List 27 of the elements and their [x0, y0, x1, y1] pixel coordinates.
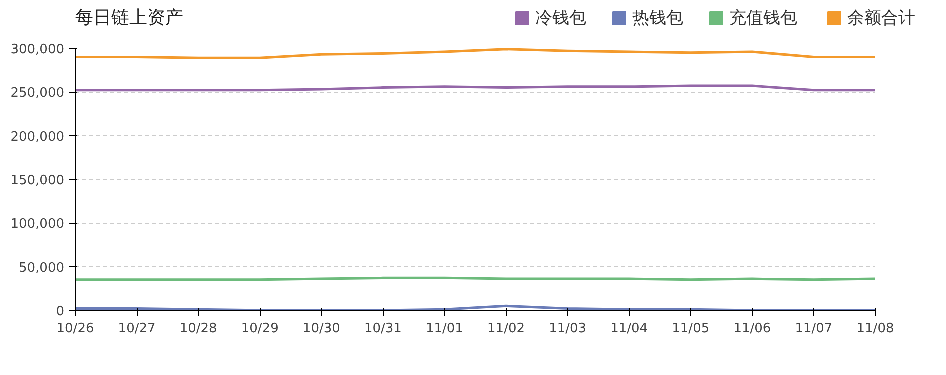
line-series: [76, 48, 876, 60]
x-tick-label: 10/26: [56, 322, 94, 336]
y-tick-label: 250,000: [10, 86, 65, 102]
x-tick-label: 11/03: [549, 322, 587, 336]
y-tick-label: 100,000: [10, 217, 65, 232]
chart-title: 每日链上资产: [76, 8, 184, 28]
x-tick-label: 11/08: [856, 322, 894, 336]
x-tick-label: 10/27: [118, 322, 156, 336]
legend-label: 充值钱包: [730, 8, 798, 28]
y-tick-label: 150,000: [10, 174, 65, 188]
legend-label: 余额合计: [848, 8, 916, 28]
legend-label: 冷钱包: [536, 8, 586, 28]
x-tick-label: 11/04: [610, 322, 648, 336]
y-tick-label: 0: [56, 304, 65, 320]
x-tick-label: 11/06: [734, 322, 772, 336]
x-tick-label: 11/07: [795, 322, 833, 336]
x-tick-label: 11/01: [426, 322, 464, 336]
x-tick-label: 10/28: [180, 322, 218, 336]
y-tick-label: 200,000: [10, 130, 65, 145]
x-tick-label: 10/30: [302, 322, 340, 336]
x-tick-label: 11/05: [672, 322, 710, 336]
x-tick-label: 10/29: [241, 322, 279, 336]
x-tick-label: 11/02: [488, 322, 526, 336]
x-tick-label: 10/31: [364, 322, 402, 336]
y-tick-label: 50,000: [19, 260, 65, 276]
y-tick-label: 300,000: [10, 42, 65, 58]
legend-label: 热钱包: [632, 8, 684, 28]
